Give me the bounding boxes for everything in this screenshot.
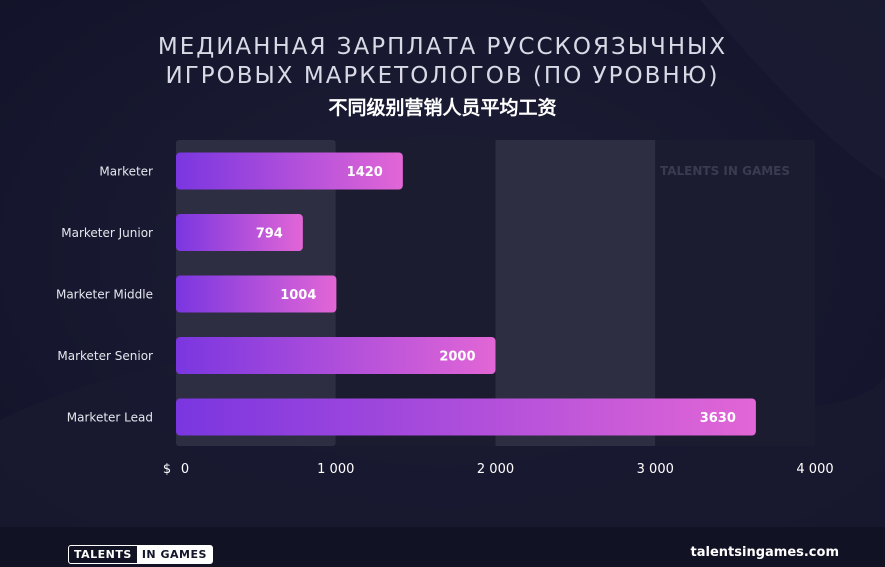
chart-title-line-2: ИГРОВЫХ МАРКЕТОЛОГОВ (ПО УРОВНЮ) [165,63,720,89]
talents-in-games-logo[interactable]: TALENTS IN GAMES [68,545,213,564]
category-label: Marketer [99,165,153,179]
x-tick-label: 4 000 [796,462,833,477]
value-label: 3630 [700,411,736,426]
bar-3 [176,337,496,374]
chart-title-line-1: МЕДИАННАЯ ЗАРПЛАТА РУССКОЯЗЫЧНЫХ [157,34,728,60]
value-label: 794 [256,227,283,242]
x-tick-label: 2 000 [477,462,514,477]
category-label: Marketer Lead [67,411,153,425]
plot-band [335,140,496,446]
logo-text-right: IN GAMES [136,546,212,563]
plot-band [655,140,815,446]
bar-0 [176,152,403,190]
value-label: 1004 [280,288,316,303]
watermark: TALENTS IN GAMES [660,164,790,178]
bar-4 [176,398,756,436]
x-tick-label: 0 [181,462,189,477]
value-label: 2000 [439,350,475,365]
bar-1 [176,214,303,251]
logo-text-left: TALENTS [74,548,132,561]
category-label: Marketer Junior [61,226,153,240]
category-label: Marketer Middle [56,288,153,302]
bar-2 [176,275,337,313]
chart-subtitle: 不同级别营销人员平均工资 [328,97,557,119]
website-link[interactable]: talentsingames.com [690,545,839,560]
x-tick-label: 3 000 [637,462,674,477]
category-label: Marketer Senior [57,349,153,363]
plot-band [495,140,656,446]
x-axis-unit-label: $ [163,462,171,477]
value-label: 1420 [347,165,383,180]
x-tick-label: 1 000 [317,462,354,477]
